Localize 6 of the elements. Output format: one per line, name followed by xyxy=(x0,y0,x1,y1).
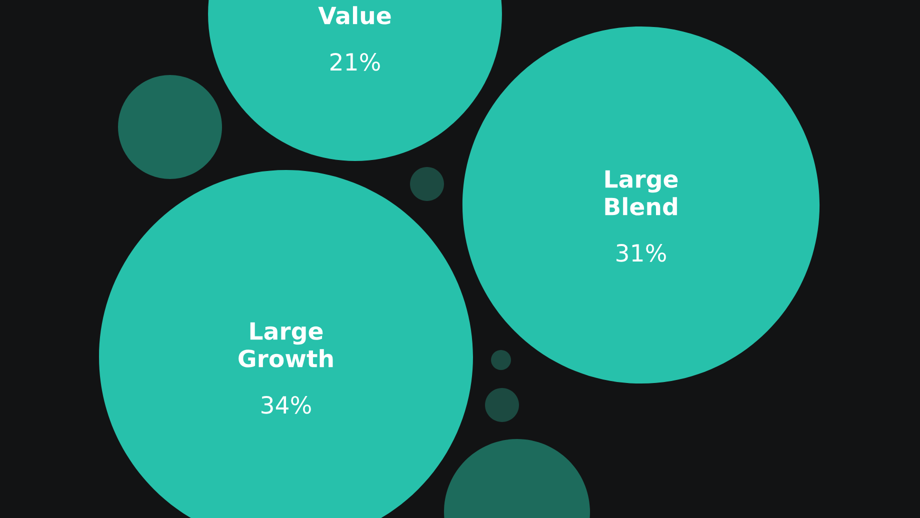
data-label: 34% xyxy=(262,396,311,414)
data-label: 21% xyxy=(330,52,380,71)
category-label: Large Blend xyxy=(605,170,678,216)
category-label: Value xyxy=(318,6,391,24)
category-label: Large Growth xyxy=(238,322,333,368)
data-label: 31% xyxy=(616,244,666,262)
